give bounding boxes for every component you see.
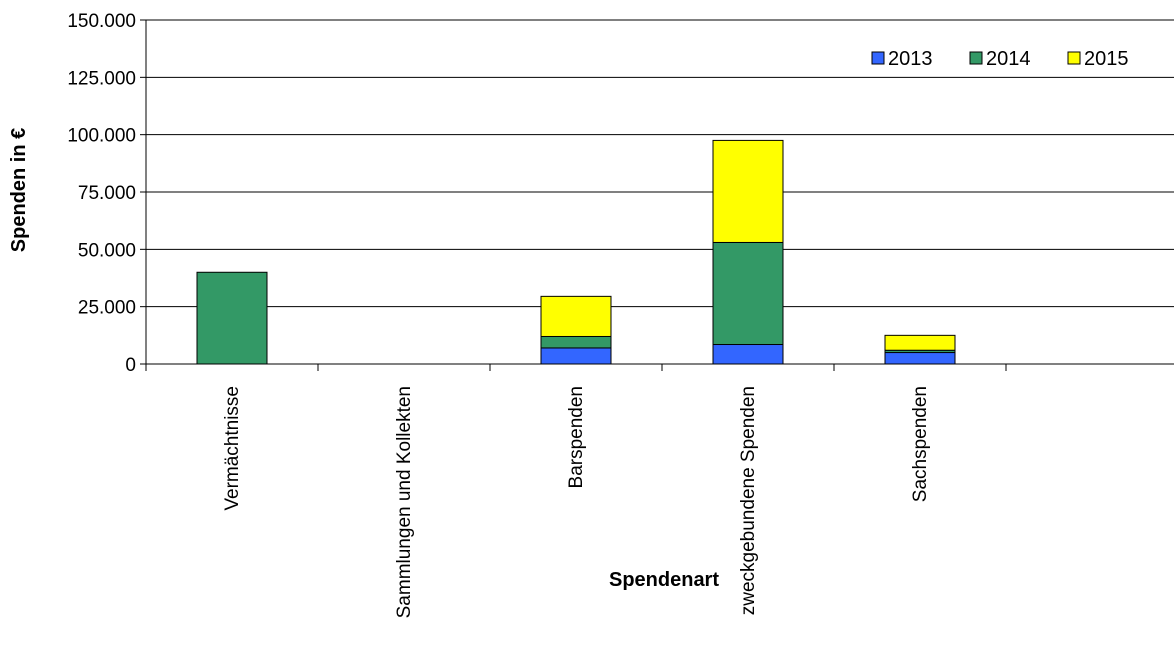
bar-segment-2013 [884,352,956,365]
y-tick-labels: 0 25.000 50.000 75.000 100.000 125.000 150.000 [67,11,136,376]
bar-segment-2013 [540,347,612,365]
y-axis-title: Spenden in € [8,128,30,252]
x-category-labels: Vermächtnisse Sammlungen und Kollekten Bar… [222,386,931,618]
axes [140,19,1174,371]
bar-segment-2014 [712,241,784,346]
x-category-label: Sachspenden [910,386,931,502]
bar-segment-2015 [884,334,956,351]
legend-label: 2014 [986,48,1031,70]
legend-item: 2015 [1067,48,1129,70]
legend-background [848,42,1162,76]
bar-segment-2013 [712,344,784,365]
y-tick-label: 50.000 [78,240,136,261]
y-tick-label: 125.000 [67,68,136,89]
bar-segment-2015 [540,295,612,337]
x-category-label: Vermächtnisse [222,386,243,511]
bar-segment-2014 [196,271,268,365]
bars [196,139,956,365]
y-tick-label: 100.000 [67,126,136,147]
legend-item: 2014 [969,48,1031,70]
y-tick-label: 0 [125,355,136,376]
x-category-label: Sammlungen und Kollekten [394,386,415,618]
legend: 2013 2014 2015 [848,42,1162,76]
x-axis-title: Spendenart [609,569,719,591]
y-tick-label: 150.000 [67,11,136,32]
bar-segment-2015 [712,139,784,243]
x-category-label: zweckgebundene Spenden [738,386,759,615]
legend-item: 2013 [871,48,933,70]
y-tick-label: 75.000 [78,183,136,204]
legend-swatch-2013 [871,51,885,65]
bar-segment-2014 [540,335,612,349]
y-tick-label: 25.000 [78,298,136,319]
legend-label: 2013 [888,48,933,70]
legend-swatch-2015 [1067,51,1081,65]
x-category-label: Barspenden [566,386,587,488]
legend-label: 2015 [1084,48,1129,70]
legend-swatch-2014 [969,51,983,65]
gridlines [146,19,1174,308]
